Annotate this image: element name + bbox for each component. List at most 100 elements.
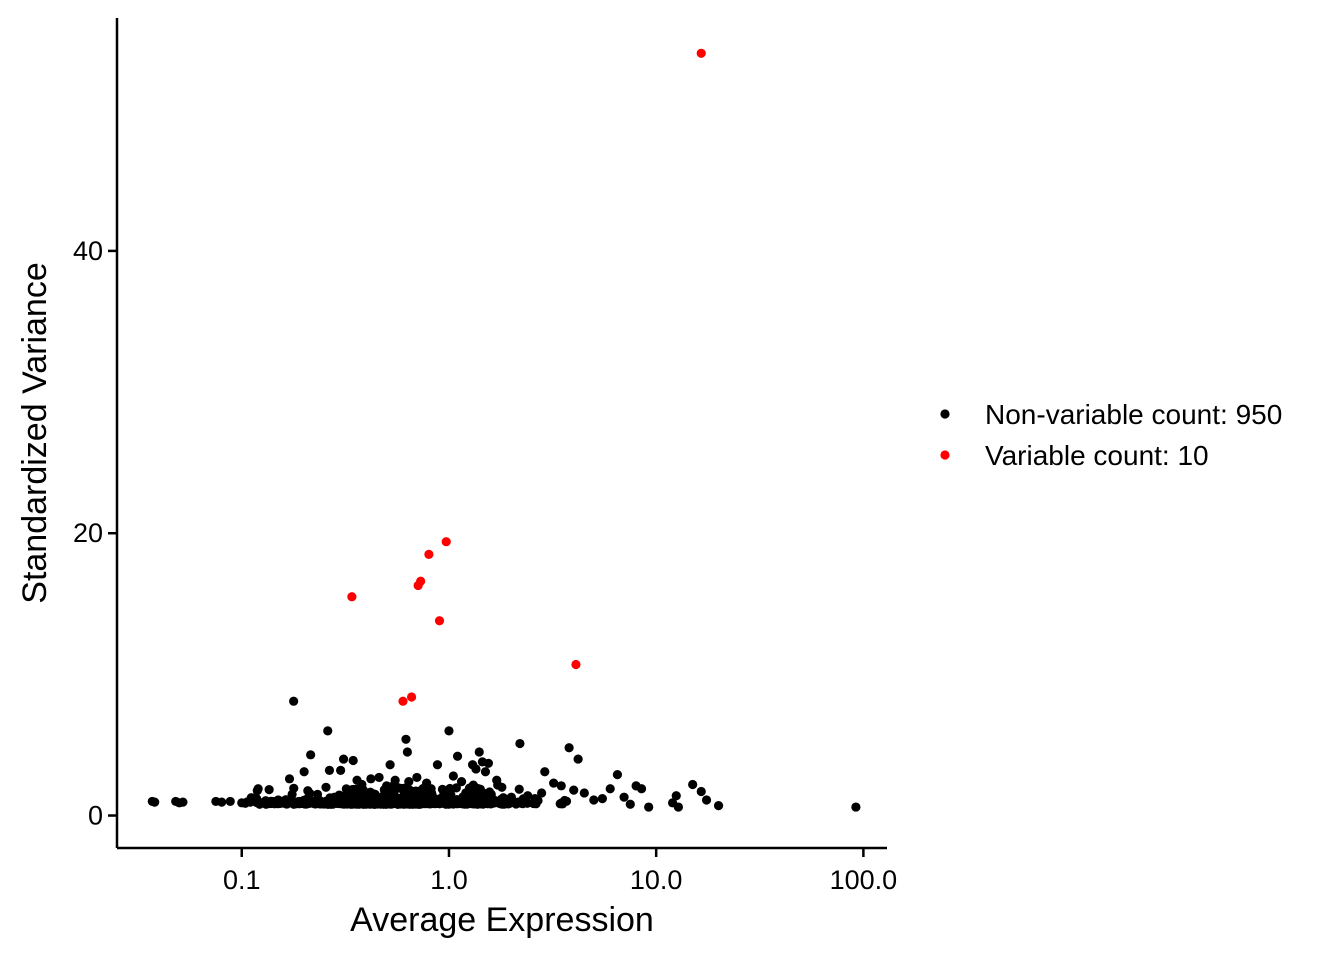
data-point	[326, 799, 336, 809]
data-point	[625, 799, 635, 809]
data-point	[252, 793, 262, 804]
data-point	[434, 616, 445, 626]
data-point	[673, 802, 683, 812]
data-points	[147, 48, 861, 812]
data-point	[696, 786, 706, 797]
data-point	[387, 790, 397, 800]
data-point	[471, 764, 481, 774]
data-point	[495, 796, 505, 807]
data-point	[282, 798, 292, 808]
data-point	[323, 726, 333, 736]
data-point	[556, 781, 566, 791]
data-point	[457, 798, 467, 808]
data-point	[344, 795, 354, 805]
x-tick-label: 10.0	[630, 865, 683, 895]
data-point	[444, 726, 454, 736]
data-point	[442, 787, 452, 797]
data-point	[701, 795, 712, 805]
data-point	[506, 792, 516, 802]
data-point	[569, 785, 579, 795]
legend-label: Non-variable count: 950	[985, 399, 1282, 430]
data-point	[483, 758, 494, 768]
data-point	[178, 797, 188, 807]
data-point	[378, 793, 388, 804]
data-point	[336, 765, 346, 775]
data-point	[347, 592, 357, 602]
data-point	[381, 781, 392, 791]
data-point	[515, 738, 525, 749]
data-point	[225, 796, 235, 807]
y-tick-label: 20	[73, 518, 103, 548]
data-point	[429, 798, 439, 808]
data-point	[284, 774, 295, 784]
data-point	[374, 772, 384, 783]
data-point	[306, 750, 316, 760]
data-point	[289, 696, 299, 706]
legend-marker	[940, 409, 950, 419]
data-point	[442, 793, 452, 804]
data-point	[589, 795, 599, 805]
data-point	[413, 580, 423, 591]
data-point	[636, 784, 647, 794]
data-point	[612, 769, 623, 780]
data-point	[492, 775, 502, 785]
data-point	[361, 796, 372, 807]
data-point	[390, 775, 400, 785]
data-point	[549, 778, 559, 788]
data-point	[605, 784, 615, 794]
data-point	[424, 549, 434, 559]
y-axis-ticks: 0 20 40	[73, 236, 117, 831]
data-point	[299, 767, 309, 777]
data-point	[474, 747, 484, 757]
data-point	[597, 793, 607, 804]
data-point	[497, 782, 507, 792]
data-point	[451, 783, 461, 793]
data-point	[469, 798, 479, 809]
data-point	[644, 802, 654, 812]
data-point	[404, 777, 414, 787]
data-point	[355, 787, 365, 797]
x-tick-label: 1.0	[430, 865, 468, 895]
legend-marker	[940, 450, 950, 460]
data-point	[579, 788, 589, 798]
data-point	[260, 796, 270, 807]
data-point	[619, 792, 629, 802]
data-point	[530, 793, 540, 804]
data-point	[324, 765, 335, 775]
data-point	[348, 755, 358, 766]
data-point	[671, 791, 681, 801]
data-point	[412, 772, 422, 783]
y-axis-title: Standardized Variance	[16, 262, 54, 603]
legend-label: Variable count: 10	[985, 440, 1209, 471]
x-axis-ticks: 0.1 1.0 10.0 100.0	[223, 848, 897, 895]
data-point	[456, 777, 467, 787]
data-point	[713, 801, 724, 811]
data-point	[564, 743, 574, 753]
data-point	[452, 751, 463, 761]
data-point	[571, 659, 581, 670]
data-point	[480, 767, 491, 777]
data-point	[264, 785, 274, 795]
data-point	[487, 798, 497, 809]
data-point	[540, 767, 550, 777]
data-point	[150, 797, 160, 807]
y-tick-label: 40	[73, 236, 103, 266]
legend: Non-variable count: 950 Variable count: 1…	[940, 399, 1282, 471]
data-point	[395, 796, 405, 807]
x-axis-title: Average Expression	[350, 901, 654, 939]
data-point	[385, 760, 395, 770]
data-point	[347, 784, 358, 795]
data-point	[523, 791, 533, 801]
data-point	[399, 783, 410, 793]
x-tick-label: 0.1	[223, 865, 261, 895]
data-point	[273, 795, 283, 805]
data-point	[287, 789, 297, 799]
y-tick-label: 0	[88, 801, 103, 831]
data-point	[237, 798, 247, 808]
data-point	[357, 779, 367, 790]
data-point	[401, 734, 411, 744]
data-point	[426, 784, 436, 794]
data-point	[537, 788, 547, 798]
data-point	[294, 796, 305, 807]
